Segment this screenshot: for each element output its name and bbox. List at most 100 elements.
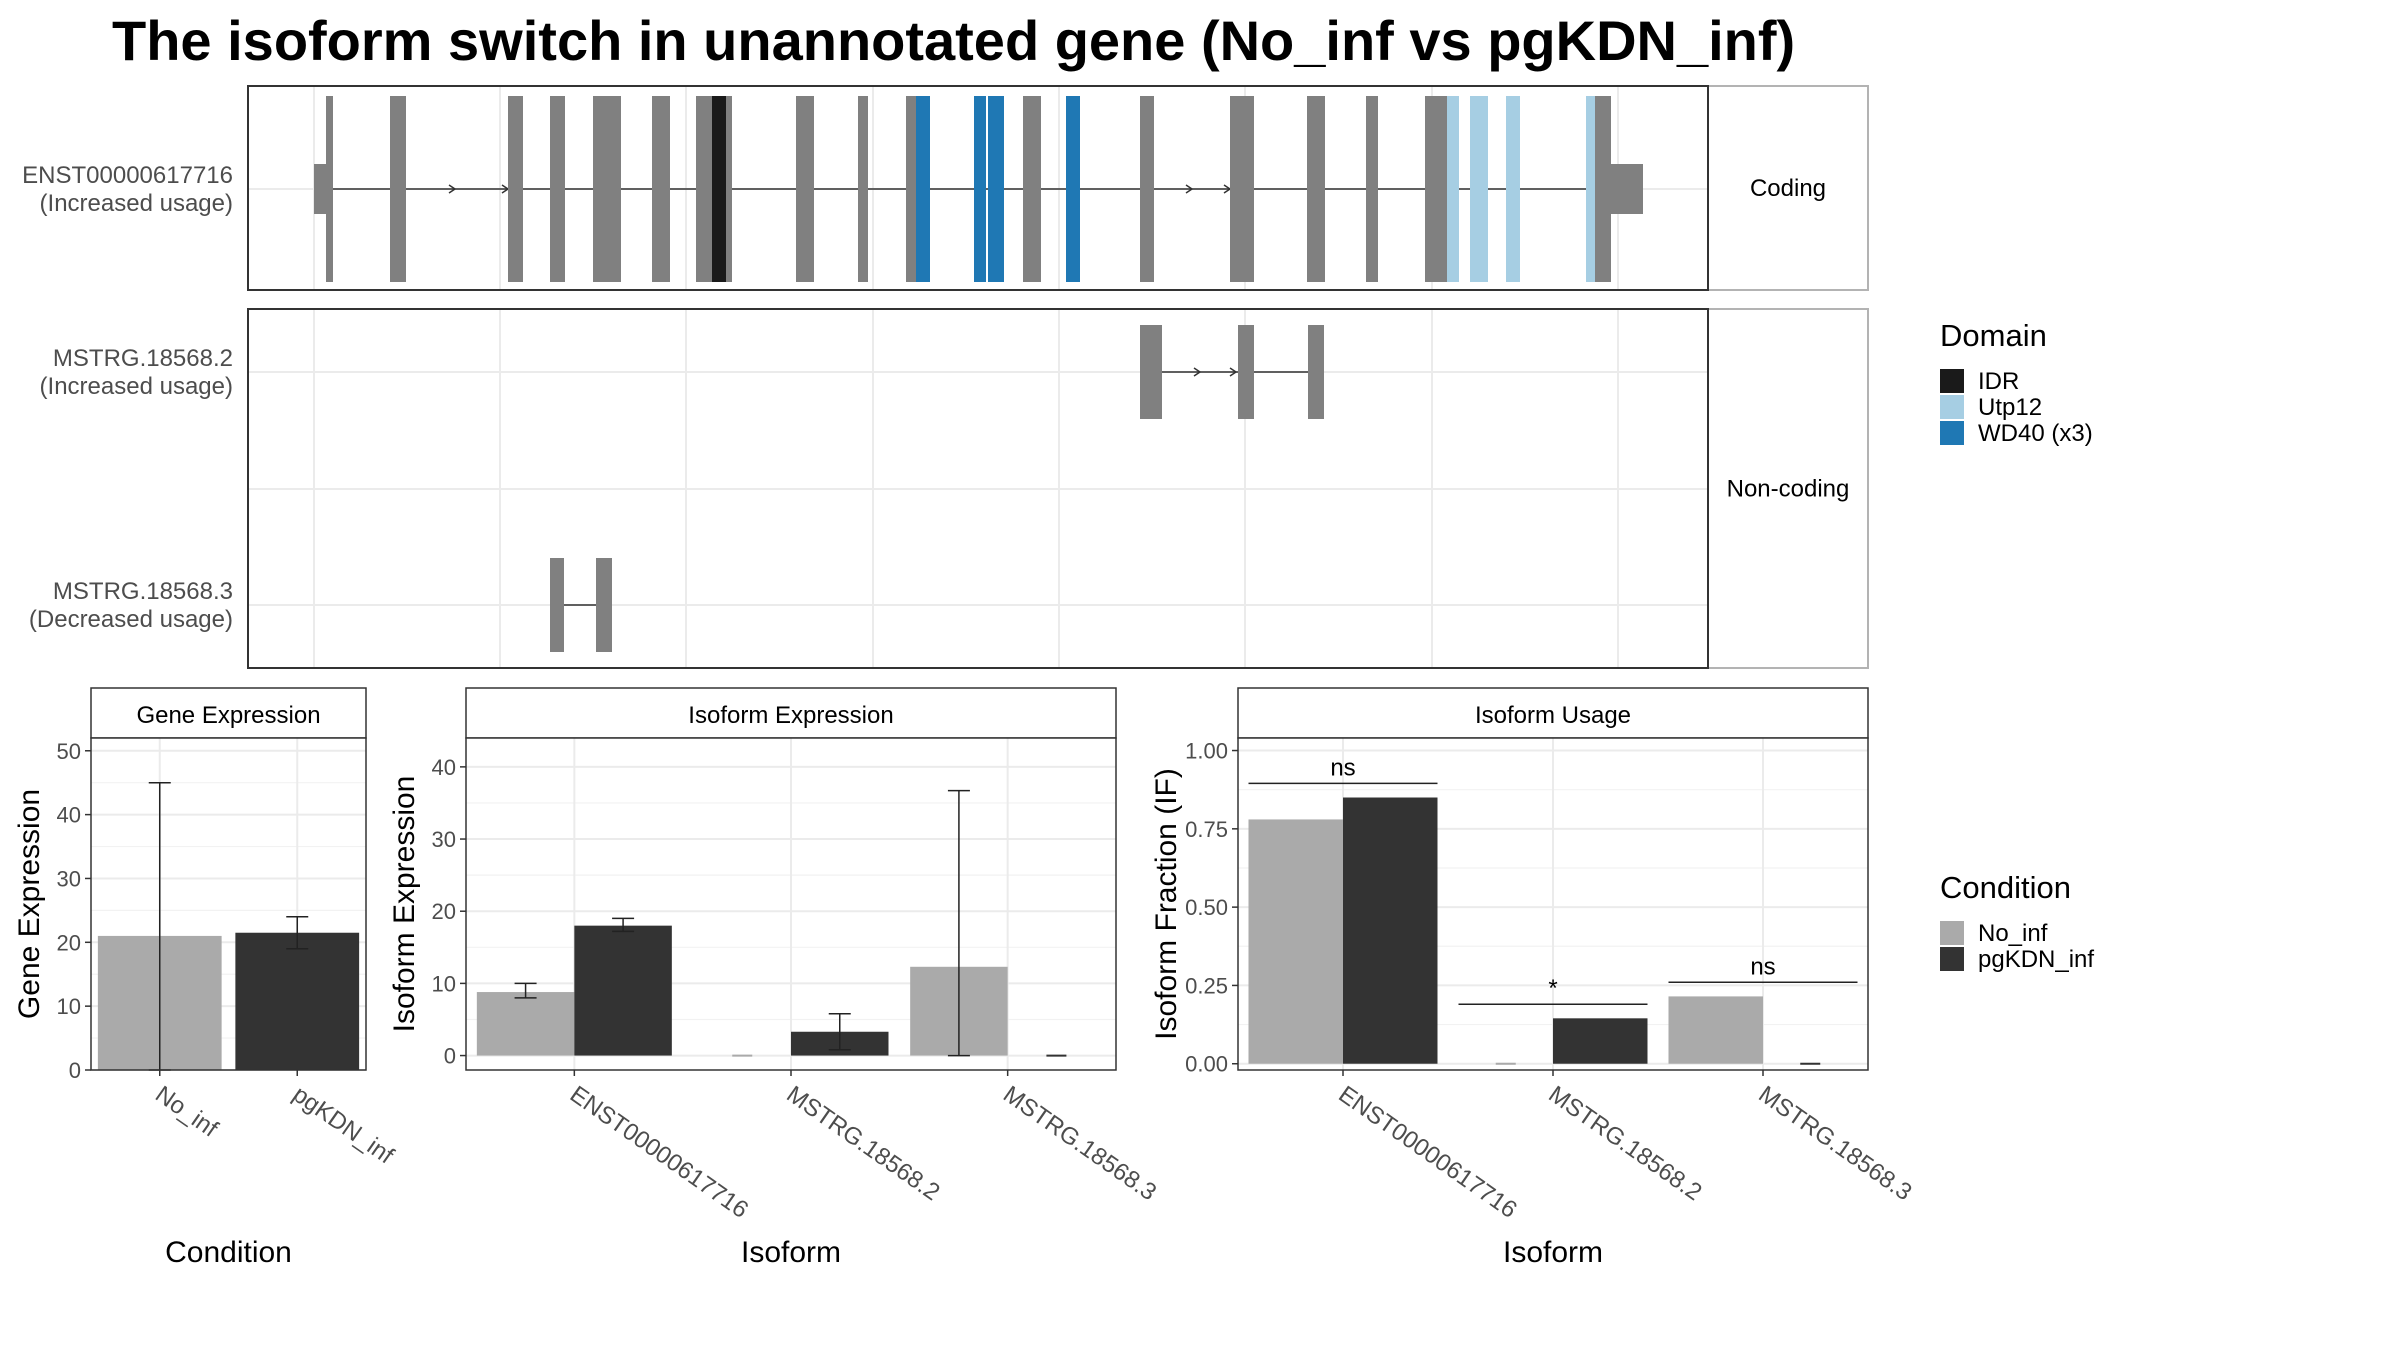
utr-exon bbox=[1608, 164, 1643, 214]
utp12-domain-block bbox=[1506, 96, 1520, 282]
y-tick-label: 0.50 bbox=[1185, 895, 1228, 920]
domain-legend-key-idr bbox=[1940, 369, 1964, 393]
y-tick-label: 0.75 bbox=[1185, 817, 1228, 842]
structure-panel-border bbox=[247, 308, 1709, 669]
bar bbox=[574, 925, 672, 1056]
x-tick-label: pgKDN_inf bbox=[288, 1081, 399, 1170]
domain-legend-title: Domain bbox=[1940, 318, 2047, 353]
chart-strip bbox=[90, 687, 367, 739]
direction-arrow bbox=[448, 184, 457, 194]
exon bbox=[508, 96, 523, 282]
direction-arrow bbox=[1229, 367, 1238, 377]
x-tick-label: MSTRG.18568.2 bbox=[1544, 1081, 1707, 1206]
x-tick-label: MSTRG.18568.3 bbox=[1754, 1081, 1917, 1206]
track-sublabel: (Increased usage) bbox=[40, 190, 233, 217]
exon bbox=[1308, 325, 1324, 419]
direction-arrow bbox=[1185, 184, 1194, 194]
track-sublabel: (Decreased usage) bbox=[29, 606, 233, 633]
wd40-domain-block bbox=[1066, 96, 1080, 282]
track-label: ENST00000617716 bbox=[22, 162, 233, 189]
y-tick-label: 1.00 bbox=[1185, 739, 1228, 764]
domain-legend-label-wd40: WD40 (x3) bbox=[1978, 420, 2093, 447]
significance-label: * bbox=[1548, 975, 1557, 1002]
x-axis-title: Isoform bbox=[1503, 1236, 1603, 1269]
idr-domain-block bbox=[712, 96, 726, 282]
chart-strip bbox=[465, 687, 1117, 739]
y-tick-label: 50 bbox=[57, 739, 81, 764]
y-tick-label: 10 bbox=[57, 994, 81, 1019]
y-axis-title: Isoform Fraction (IF) bbox=[1150, 768, 1183, 1040]
y-tick-label: 40 bbox=[57, 803, 81, 828]
utr-exon bbox=[314, 164, 328, 214]
exon bbox=[596, 558, 612, 652]
bar bbox=[235, 932, 360, 1070]
domain-legend-label-idr: IDR bbox=[1978, 368, 2020, 395]
chart-strip-label: Gene Expression bbox=[136, 702, 320, 729]
condition-legend-title: Condition bbox=[1940, 870, 2071, 905]
structure-strip-label: Coding bbox=[1750, 175, 1826, 202]
y-axis-title: Isoform Expression bbox=[388, 776, 421, 1033]
utp12-domain-block bbox=[1586, 96, 1595, 282]
wd40-domain-block bbox=[988, 96, 1004, 282]
exon bbox=[1140, 96, 1154, 282]
y-tick-label: 30 bbox=[432, 827, 456, 852]
bar bbox=[1343, 797, 1438, 1064]
bar bbox=[476, 992, 575, 1056]
exon bbox=[1023, 96, 1041, 282]
chart-panel-border bbox=[90, 737, 367, 1071]
x-tick-label: No_inf bbox=[150, 1081, 223, 1143]
y-tick-label: 20 bbox=[432, 899, 456, 924]
y-tick-label: 10 bbox=[432, 971, 456, 996]
utp12-domain-block bbox=[1447, 96, 1459, 282]
exon bbox=[1307, 96, 1325, 282]
exon bbox=[550, 558, 564, 652]
domain-legend-label-utp12: Utp12 bbox=[1978, 394, 2043, 421]
wd40-domain-block bbox=[916, 96, 930, 282]
chart-strip-label: Isoform Expression bbox=[688, 702, 893, 729]
y-tick-label: 20 bbox=[57, 930, 81, 955]
x-axis-title: Condition bbox=[165, 1236, 292, 1269]
track-label: MSTRG.18568.2 bbox=[53, 345, 233, 372]
exon bbox=[858, 96, 868, 282]
direction-arrow bbox=[1193, 367, 1202, 377]
exon bbox=[1238, 325, 1254, 419]
x-tick-label: MSTRG.18568.3 bbox=[998, 1081, 1161, 1206]
y-tick-label: 0 bbox=[69, 1058, 81, 1083]
y-tick-label: 0.25 bbox=[1185, 973, 1228, 998]
exon bbox=[1425, 96, 1449, 282]
x-tick-label: ENST00000617716 bbox=[565, 1081, 753, 1224]
exon bbox=[796, 96, 814, 282]
y-axis-title: Gene Expression bbox=[13, 789, 46, 1019]
exon bbox=[326, 96, 333, 282]
bar bbox=[1248, 819, 1343, 1064]
track-sublabel: (Increased usage) bbox=[40, 373, 233, 400]
y-tick-label: 0 bbox=[444, 1044, 456, 1069]
exon bbox=[1140, 325, 1162, 419]
condition-legend-key-pgkdn-inf bbox=[1940, 947, 1964, 971]
exon bbox=[1230, 96, 1254, 282]
domain-legend-key-wd40 bbox=[1940, 421, 1964, 445]
domain-legend-key-utp12 bbox=[1940, 395, 1964, 419]
exon bbox=[593, 96, 621, 282]
y-tick-label: 30 bbox=[57, 866, 81, 891]
condition-legend-label-pgkdn-inf: pgKDN_inf bbox=[1978, 946, 2095, 973]
x-axis-title: Isoform bbox=[741, 1236, 841, 1269]
condition-legend-label-no-inf: No_inf bbox=[1978, 920, 2048, 947]
y-tick-label: 0.00 bbox=[1185, 1052, 1228, 1077]
bar bbox=[1668, 996, 1763, 1064]
exon bbox=[550, 96, 565, 282]
chart-strip-label: Isoform Usage bbox=[1475, 702, 1631, 729]
track-label: MSTRG.18568.3 bbox=[53, 578, 233, 605]
x-tick-label: ENST00000617716 bbox=[1334, 1081, 1522, 1224]
structure-strip-label: Non-coding bbox=[1727, 476, 1850, 503]
exon bbox=[1366, 96, 1378, 282]
significance-label: ns bbox=[1330, 754, 1355, 781]
structure-panel-border bbox=[247, 85, 1709, 291]
wd40-domain-block bbox=[974, 96, 986, 282]
significance-label: ns bbox=[1750, 953, 1775, 980]
utp12-domain-block bbox=[1470, 96, 1488, 282]
y-tick-label: 40 bbox=[432, 755, 456, 780]
condition-legend-key-no-inf bbox=[1940, 921, 1964, 945]
page-title: The isoform switch in unannotated gene (… bbox=[112, 9, 1796, 72]
